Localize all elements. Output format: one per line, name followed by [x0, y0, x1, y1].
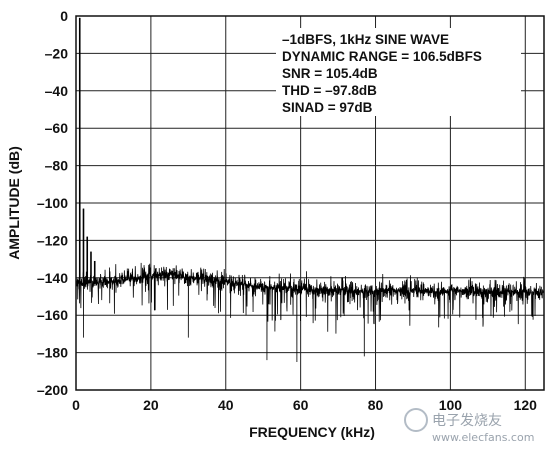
- annotation-block: –1dBFS, 1kHz SINE WAVE DYNAMIC RANGE = 1…: [276, 28, 521, 116]
- spectrum-line: [75, 17, 545, 362]
- y-axis-title: AMPLITUDE (dB): [6, 146, 22, 260]
- x-tick-label: 100: [439, 397, 463, 413]
- annotation-line-1: –1dBFS, 1kHz SINE WAVE: [282, 32, 449, 47]
- plot-frame: [75, 15, 545, 391]
- x-tick-label: 80: [368, 397, 384, 413]
- watermark-logo-icon: [404, 408, 428, 432]
- watermark-brand: 电子发烧友: [432, 413, 502, 429]
- x-tick-label: 120: [514, 397, 538, 413]
- x-tick-label: 60: [293, 397, 309, 413]
- x-tick-label: 0: [72, 397, 80, 413]
- x-tick-label: 20: [143, 397, 159, 413]
- annotation-background: [276, 28, 521, 116]
- y-tick-label: –200: [37, 382, 68, 398]
- watermark: 电子发烧友 www.elecfans.com: [404, 408, 534, 444]
- y-tick-label: 0: [60, 8, 68, 24]
- x-tick-labels: 0 20 40 60 80 100 120: [72, 397, 537, 413]
- y-tick-label: –20: [45, 45, 69, 61]
- y-tick-label: –60: [45, 120, 69, 136]
- y-tick-label: –80: [45, 158, 69, 174]
- annotation-line-5: SINAD = 97dB: [282, 100, 373, 115]
- y-tick-label: –40: [45, 83, 69, 99]
- watermark-url: www.elecfans.com: [432, 431, 534, 444]
- annotation-line-4: THD = –97.8dB: [282, 83, 377, 98]
- y-tick-label: –160: [37, 307, 68, 323]
- y-tick-labels: 0 –20 –40 –60 –80 –100 –120 –140 –160 –180 –200: [37, 8, 68, 398]
- y-tick-label: –140: [37, 270, 68, 286]
- spectrum-trace: [75, 17, 545, 362]
- y-tick-label: –180: [37, 345, 68, 361]
- y-tick-label: –120: [37, 232, 68, 248]
- x-axis-title: FREQUENCY (kHz): [249, 424, 375, 440]
- y-tick-label: –100: [37, 195, 68, 211]
- x-tick-label: 40: [218, 397, 234, 413]
- annotation-line-2: DYNAMIC RANGE = 106.5dBFS: [282, 49, 482, 64]
- annotation-line-3: SNR = 105.4dB: [282, 66, 378, 81]
